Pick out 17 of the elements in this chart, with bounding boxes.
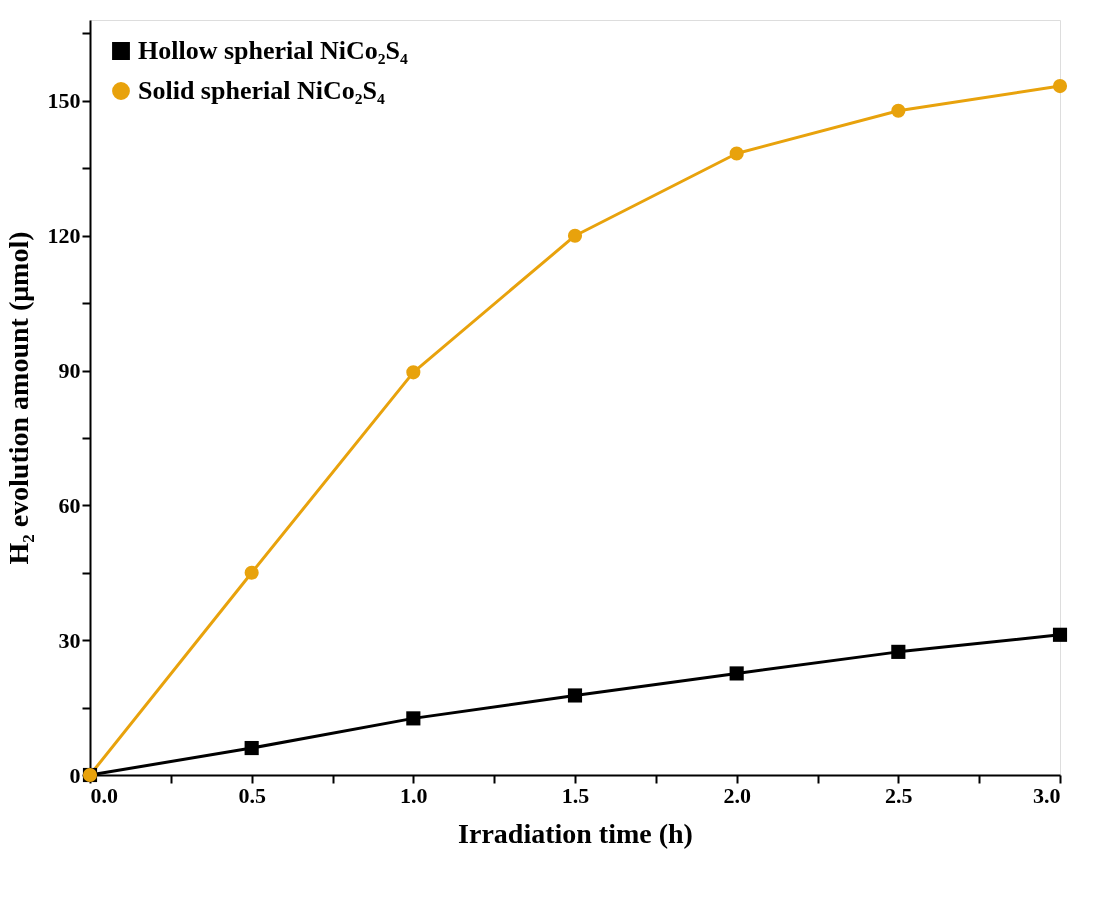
y-tick-label: 0 <box>69 762 81 788</box>
x-tick-label: 1.0 <box>400 782 428 808</box>
legend-label: Solid spherial NiCo₂S₄ <box>138 76 385 105</box>
x-tick-label: 0.5 <box>238 782 266 808</box>
x-tick-label: 3.0 <box>1033 782 1061 808</box>
x-tick-label: 2.0 <box>723 782 751 808</box>
y-tick-label: 90 <box>58 358 81 384</box>
y-axis-title: H₂ evolution amount (μmol) <box>2 231 34 565</box>
y-tick-label: 150 <box>47 88 81 114</box>
x-tick-label: 0.0 <box>90 782 118 808</box>
y-tick-label: 120 <box>47 223 81 249</box>
legend-label: Hollow spherial NiCo₂S₄ <box>138 36 409 65</box>
y-tick-label: 30 <box>58 627 81 653</box>
x-axis-title: Irradiation time (h) <box>458 817 693 849</box>
x-tick-label: 1.5 <box>561 782 590 808</box>
x-tick-label: 2.5 <box>885 782 913 808</box>
y-tick-label: 60 <box>58 492 81 518</box>
